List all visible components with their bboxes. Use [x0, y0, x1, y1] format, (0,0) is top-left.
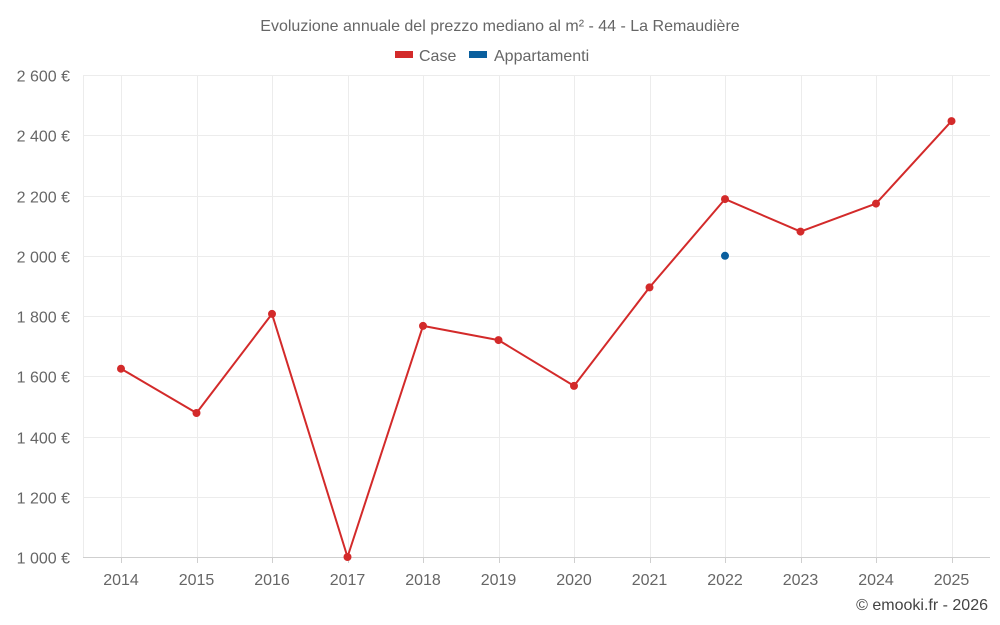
x-tick-label: 2014	[103, 572, 139, 589]
x-tick-label: 2023	[783, 572, 819, 589]
data-point-case-2018[interactable]	[419, 321, 427, 330]
x-tick-label: 2016	[254, 572, 290, 589]
legend: Case Appartamenti	[395, 48, 589, 65]
x-tick-label: 2020	[556, 572, 592, 589]
x-tick-label: 2022	[707, 572, 743, 589]
series	[117, 117, 956, 561]
legend-label-appartamenti: Appartamenti	[494, 48, 589, 65]
x-tick-label: 2024	[858, 572, 894, 589]
data-point-case-2019[interactable]	[494, 336, 503, 345]
legend-item-case[interactable]: Case	[395, 48, 456, 65]
data-point-case-2014[interactable]	[117, 364, 125, 373]
series-line-case	[120, 120, 953, 558]
y-tick-label: 1 600 €	[17, 370, 70, 387]
y-tick-label: 1 000 €	[17, 551, 70, 568]
y-tick-label: 2 000 €	[17, 250, 70, 267]
legend-label-case: Case	[419, 48, 456, 65]
data-point-case-2021[interactable]	[645, 283, 654, 292]
x-tick-label: 2021	[632, 572, 668, 589]
y-tick-label: 2 200 €	[17, 190, 70, 207]
y-tick-label: 2 400 €	[17, 129, 70, 146]
legend-swatch-case	[395, 51, 413, 58]
data-point-case-2025[interactable]	[947, 117, 956, 126]
data-point-case-2023[interactable]	[796, 227, 805, 236]
x-tick-label: 2017	[330, 572, 366, 589]
legend-item-appartamenti[interactable]: Appartamenti	[469, 48, 589, 65]
y-tick-label: 1 200 €	[17, 491, 70, 508]
axes: 1 000 € 1 200 € 1 400 € 1 600 € 1 800 € 2 000…	[17, 69, 970, 590]
y-tick-label: 1 400 €	[17, 431, 70, 448]
legend-swatch-appartamenti	[469, 51, 487, 58]
data-point-case-2024[interactable]	[872, 199, 880, 208]
data-point-case-2017[interactable]	[343, 553, 352, 561]
y-tick-label: 2 600 €	[17, 69, 70, 86]
credit-text: © emooki.fr - 2026	[856, 597, 988, 614]
data-point-case-2022[interactable]	[721, 195, 729, 204]
grid-lines	[83, 75, 990, 558]
data-point-case-2020[interactable]	[570, 381, 578, 390]
y-tick-label: 1 800 €	[17, 310, 70, 327]
chart-title: Evoluzione annuale del prezzo mediano al…	[260, 18, 739, 35]
x-tick-label: 2015	[179, 572, 215, 589]
data-point-appartamenti-2022[interactable]	[721, 251, 729, 260]
data-point-case-2016[interactable]	[268, 309, 276, 318]
x-tick-label: 2025	[934, 572, 970, 589]
data-point-case-2015[interactable]	[192, 409, 201, 417]
x-tick-label: 2018	[405, 572, 441, 589]
x-tick-label: 2019	[481, 572, 517, 589]
